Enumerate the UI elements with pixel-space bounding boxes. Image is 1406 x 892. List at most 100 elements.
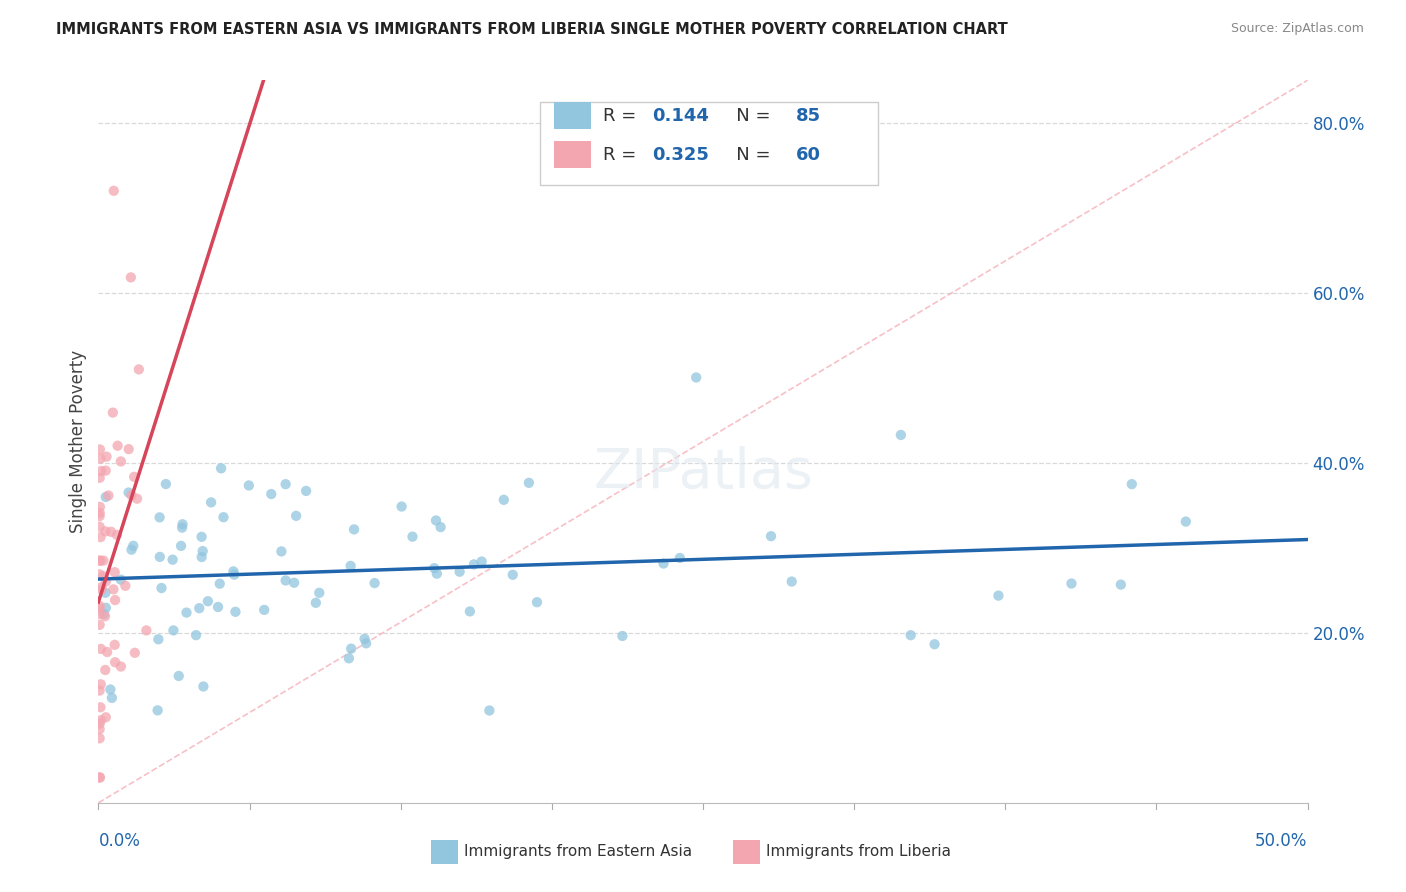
Point xyxy=(89,500,111,514)
Point xyxy=(110,454,132,468)
Point xyxy=(135,624,157,638)
Point xyxy=(100,682,122,697)
Point xyxy=(184,628,207,642)
FancyBboxPatch shape xyxy=(554,141,591,169)
Point xyxy=(90,677,112,691)
Point xyxy=(89,731,111,746)
Point xyxy=(149,549,172,564)
Point xyxy=(118,442,141,457)
Point xyxy=(197,594,219,608)
Point xyxy=(363,576,385,591)
Point xyxy=(283,575,305,590)
FancyBboxPatch shape xyxy=(554,102,591,129)
Point xyxy=(354,636,377,650)
Point xyxy=(270,544,292,558)
Point xyxy=(117,485,139,500)
Point xyxy=(94,600,117,615)
Point xyxy=(104,655,127,669)
Point xyxy=(91,569,114,583)
Point xyxy=(401,530,423,544)
Point xyxy=(94,574,117,589)
Point xyxy=(89,567,111,582)
Point xyxy=(238,478,260,492)
Point xyxy=(104,593,127,607)
Text: 50.0%: 50.0% xyxy=(1256,831,1308,850)
Point xyxy=(308,586,330,600)
Point xyxy=(93,607,115,622)
Point xyxy=(89,554,111,568)
Point xyxy=(339,558,361,573)
Point xyxy=(94,710,117,724)
Point xyxy=(89,520,111,534)
Point xyxy=(89,607,111,621)
Point xyxy=(110,573,132,587)
Point xyxy=(124,646,146,660)
Point xyxy=(172,517,194,532)
Point xyxy=(89,471,111,485)
Point xyxy=(685,370,707,384)
Point xyxy=(90,713,112,727)
Point xyxy=(162,552,184,566)
Point xyxy=(1121,477,1143,491)
Point xyxy=(125,491,148,506)
Text: Source: ZipAtlas.com: Source: ZipAtlas.com xyxy=(1230,22,1364,36)
Point xyxy=(191,544,214,558)
Point xyxy=(114,579,136,593)
Point xyxy=(900,628,922,642)
Point xyxy=(90,641,112,656)
Point xyxy=(121,542,143,557)
Point xyxy=(120,270,142,285)
Point xyxy=(89,509,111,524)
Point xyxy=(652,557,675,571)
Point xyxy=(425,513,447,527)
Text: N =: N = xyxy=(718,107,776,125)
Text: 0.144: 0.144 xyxy=(652,107,709,125)
Point xyxy=(780,574,803,589)
Point xyxy=(492,492,515,507)
Text: 60: 60 xyxy=(796,145,821,164)
Point xyxy=(90,580,112,594)
Point xyxy=(669,551,692,566)
Point xyxy=(224,605,246,619)
Point xyxy=(89,683,111,698)
Text: N =: N = xyxy=(718,145,776,164)
Point xyxy=(391,500,413,514)
Point xyxy=(285,508,308,523)
Point xyxy=(103,184,125,198)
Text: R =: R = xyxy=(603,145,641,164)
Point xyxy=(94,586,117,600)
Point xyxy=(343,522,366,536)
Point xyxy=(110,659,132,673)
Point xyxy=(295,483,318,498)
Text: 85: 85 xyxy=(796,107,821,125)
Point xyxy=(128,362,150,376)
Point xyxy=(90,464,112,478)
Point xyxy=(423,561,446,575)
Point xyxy=(122,470,145,484)
Point xyxy=(89,722,111,736)
Text: R =: R = xyxy=(603,107,641,125)
Y-axis label: Single Mother Poverty: Single Mother Poverty xyxy=(69,350,87,533)
Point xyxy=(471,555,494,569)
Point xyxy=(148,632,170,647)
Point xyxy=(89,599,111,613)
Point xyxy=(89,553,111,567)
Point xyxy=(170,539,193,553)
Point xyxy=(337,651,360,665)
Point xyxy=(89,618,111,632)
Point xyxy=(122,539,145,553)
Point xyxy=(105,528,128,542)
Point xyxy=(94,609,117,624)
Point xyxy=(172,521,194,535)
Point xyxy=(89,770,111,784)
Point xyxy=(96,645,118,659)
Point xyxy=(107,439,129,453)
Point xyxy=(94,464,117,478)
Point xyxy=(429,520,451,534)
Point xyxy=(463,558,485,572)
Point xyxy=(274,477,297,491)
Point xyxy=(89,771,111,785)
Point xyxy=(104,638,127,652)
FancyBboxPatch shape xyxy=(540,102,879,185)
Text: ZIPatlas: ZIPatlas xyxy=(593,446,813,500)
